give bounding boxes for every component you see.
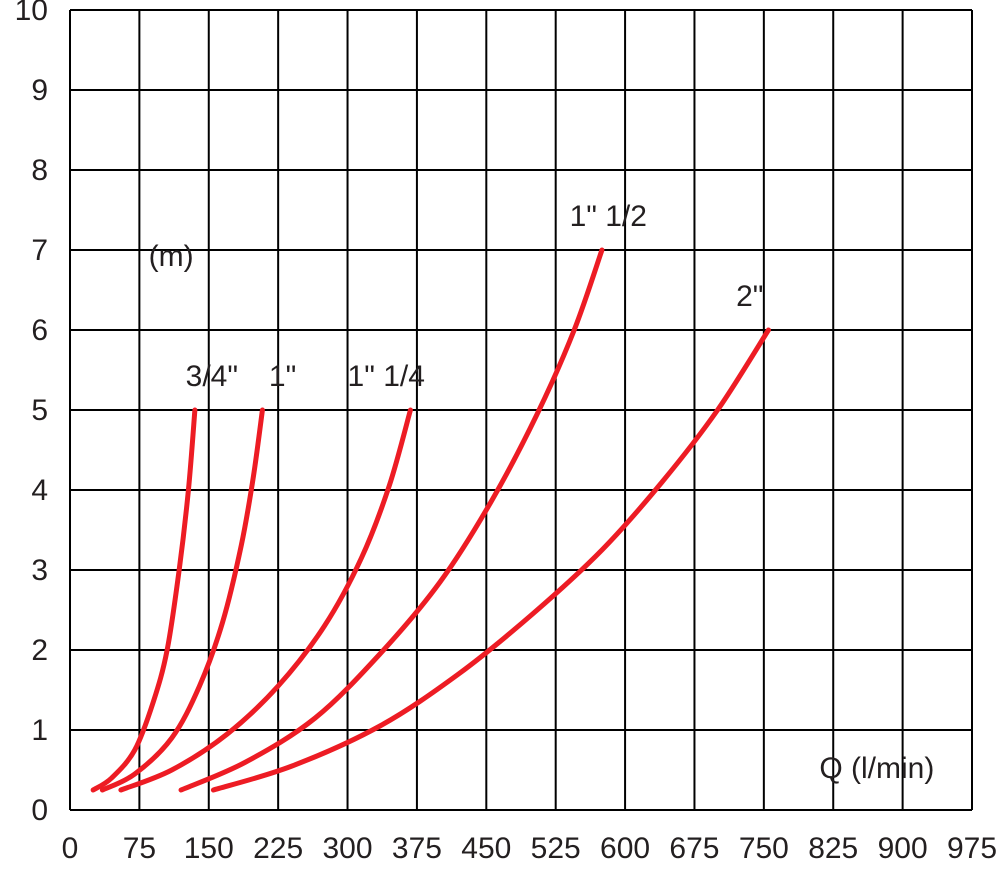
x-tick-label: 225: [253, 832, 303, 865]
x-axis-title: Q (l/min): [819, 752, 934, 785]
y-tick-label: 0: [31, 794, 48, 827]
curve-label-2: 1" 1/4: [348, 360, 425, 393]
chart-bg: [0, 0, 1000, 875]
x-tick-label: 150: [184, 832, 234, 865]
curve-label-4: 2": [736, 280, 763, 313]
y-tick-label: 4: [31, 474, 48, 507]
y-tick-label: 8: [31, 154, 48, 187]
chart-container: 3/4"1"1" 1/41" 1/22"07515022530037545052…: [0, 0, 1000, 875]
x-tick-label: 300: [323, 832, 373, 865]
x-tick-label: 975: [947, 832, 997, 865]
y-axis-title: (m): [149, 240, 194, 273]
x-tick-label: 0: [62, 832, 79, 865]
y-tick-label: 9: [31, 74, 48, 107]
x-tick-label: 75: [123, 832, 156, 865]
y-tick-label: 6: [31, 314, 48, 347]
y-tick-label: 1: [31, 714, 48, 747]
x-tick-label: 900: [878, 832, 928, 865]
curve-label-0: 3/4": [186, 360, 238, 393]
x-tick-label: 750: [739, 832, 789, 865]
y-tick-label: 5: [31, 394, 48, 427]
x-tick-label: 450: [461, 832, 511, 865]
curve-label-1: 1": [269, 360, 296, 393]
y-tick-label: 3: [31, 554, 48, 587]
x-tick-label: 675: [669, 832, 719, 865]
y-tick-label: 10: [15, 0, 48, 27]
head-loss-chart: 3/4"1"1" 1/41" 1/22"07515022530037545052…: [0, 0, 1000, 875]
y-tick-label: 2: [31, 634, 48, 667]
y-tick-label: 7: [31, 234, 48, 267]
x-tick-label: 525: [531, 832, 581, 865]
x-tick-label: 600: [600, 832, 650, 865]
x-tick-label: 825: [808, 832, 858, 865]
curve-label-3: 1" 1/2: [570, 200, 647, 233]
x-tick-label: 375: [392, 832, 442, 865]
